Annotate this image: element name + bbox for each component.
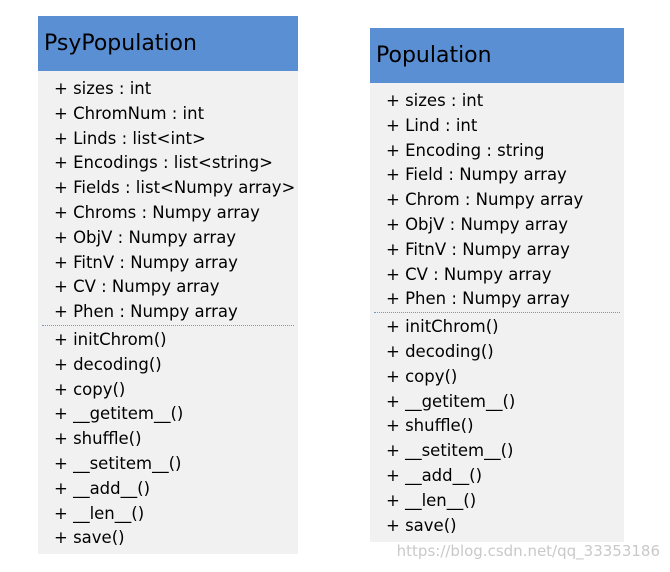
method-shuffle: + shuffle() bbox=[386, 416, 474, 436]
method-getitem: + __getitem__() bbox=[54, 404, 184, 424]
attribute-sizes: + sizes : int bbox=[386, 91, 484, 110]
attribute-cv: + CV : Numpy array bbox=[54, 277, 220, 297]
attribute-chrom: + Chrom : Numpy array bbox=[386, 190, 584, 210]
methods-section-population: + initChrom() + decoding() + copy() + __… bbox=[370, 313, 624, 538]
attribute-encoding: + Encoding : string bbox=[386, 140, 545, 160]
method-save: + save() bbox=[54, 528, 125, 548]
class-title-population: Population bbox=[370, 28, 624, 83]
method-initchrom: + initChrom() bbox=[54, 329, 167, 349]
attribute-chroms: + Chroms : Numpy array bbox=[54, 202, 260, 222]
method-copy: + copy() bbox=[54, 379, 126, 399]
method-decoding: + decoding() bbox=[54, 354, 162, 374]
attribute-cv: + CV : Numpy array bbox=[386, 264, 552, 284]
section-divider bbox=[42, 324, 294, 326]
method-initchrom: + initChrom() bbox=[386, 317, 499, 337]
method-setitem: + __setitem__() bbox=[386, 441, 514, 461]
section-divider bbox=[374, 312, 620, 314]
method-len: + __len__() bbox=[54, 503, 145, 523]
methods-section-psypopulation: + initChrom() + decoding() + copy() + __… bbox=[38, 326, 298, 551]
class-box-psypopulation: PsyPopulation + sizes : int + ChromNum :… bbox=[38, 16, 298, 554]
watermark-url: https://blog.csdn.net/qq_33353186 bbox=[396, 542, 660, 560]
attribute-fields: + Fields : list<Numpy array> bbox=[54, 178, 296, 198]
attributes-section-psypopulation: + sizes : int + ChromNum : int + Linds :… bbox=[38, 71, 298, 325]
method-len: + __len__() bbox=[386, 490, 477, 510]
attribute-sizes: + sizes : int bbox=[54, 79, 152, 98]
attribute-lind: + Lind : int bbox=[386, 115, 478, 135]
attribute-linds: + Linds : list<int> bbox=[54, 128, 206, 148]
method-add: + __add__() bbox=[54, 478, 151, 498]
attribute-field: + Field : Numpy array bbox=[386, 165, 567, 185]
method-add: + __add__() bbox=[386, 465, 483, 485]
attribute-chromnum: + ChromNum : int bbox=[54, 103, 205, 123]
method-getitem: + __getitem__() bbox=[386, 391, 516, 411]
method-shuffle: + shuffle() bbox=[54, 429, 142, 449]
class-title-psypopulation: PsyPopulation bbox=[38, 16, 298, 71]
attributes-section-population: + sizes : int + Lind : int + Encoding : … bbox=[370, 83, 624, 312]
method-setitem: + __setitem__() bbox=[54, 453, 182, 473]
attribute-fitnv: + FitnV : Numpy array bbox=[54, 252, 238, 272]
attribute-phen: + Phen : Numpy array bbox=[54, 302, 238, 322]
method-copy: + copy() bbox=[386, 366, 458, 386]
attribute-phen: + Phen : Numpy array bbox=[386, 289, 570, 309]
method-save: + save() bbox=[386, 515, 457, 535]
class-box-population: Population + sizes : int + Lind : int + … bbox=[370, 28, 624, 542]
attribute-fitnv: + FitnV : Numpy array bbox=[386, 239, 570, 259]
method-decoding: + decoding() bbox=[386, 341, 494, 361]
attribute-objv: + ObjV : Numpy array bbox=[386, 214, 569, 234]
attribute-encodings: + Encodings : list<string> bbox=[54, 153, 274, 173]
attribute-objv: + ObjV : Numpy array bbox=[54, 227, 237, 247]
